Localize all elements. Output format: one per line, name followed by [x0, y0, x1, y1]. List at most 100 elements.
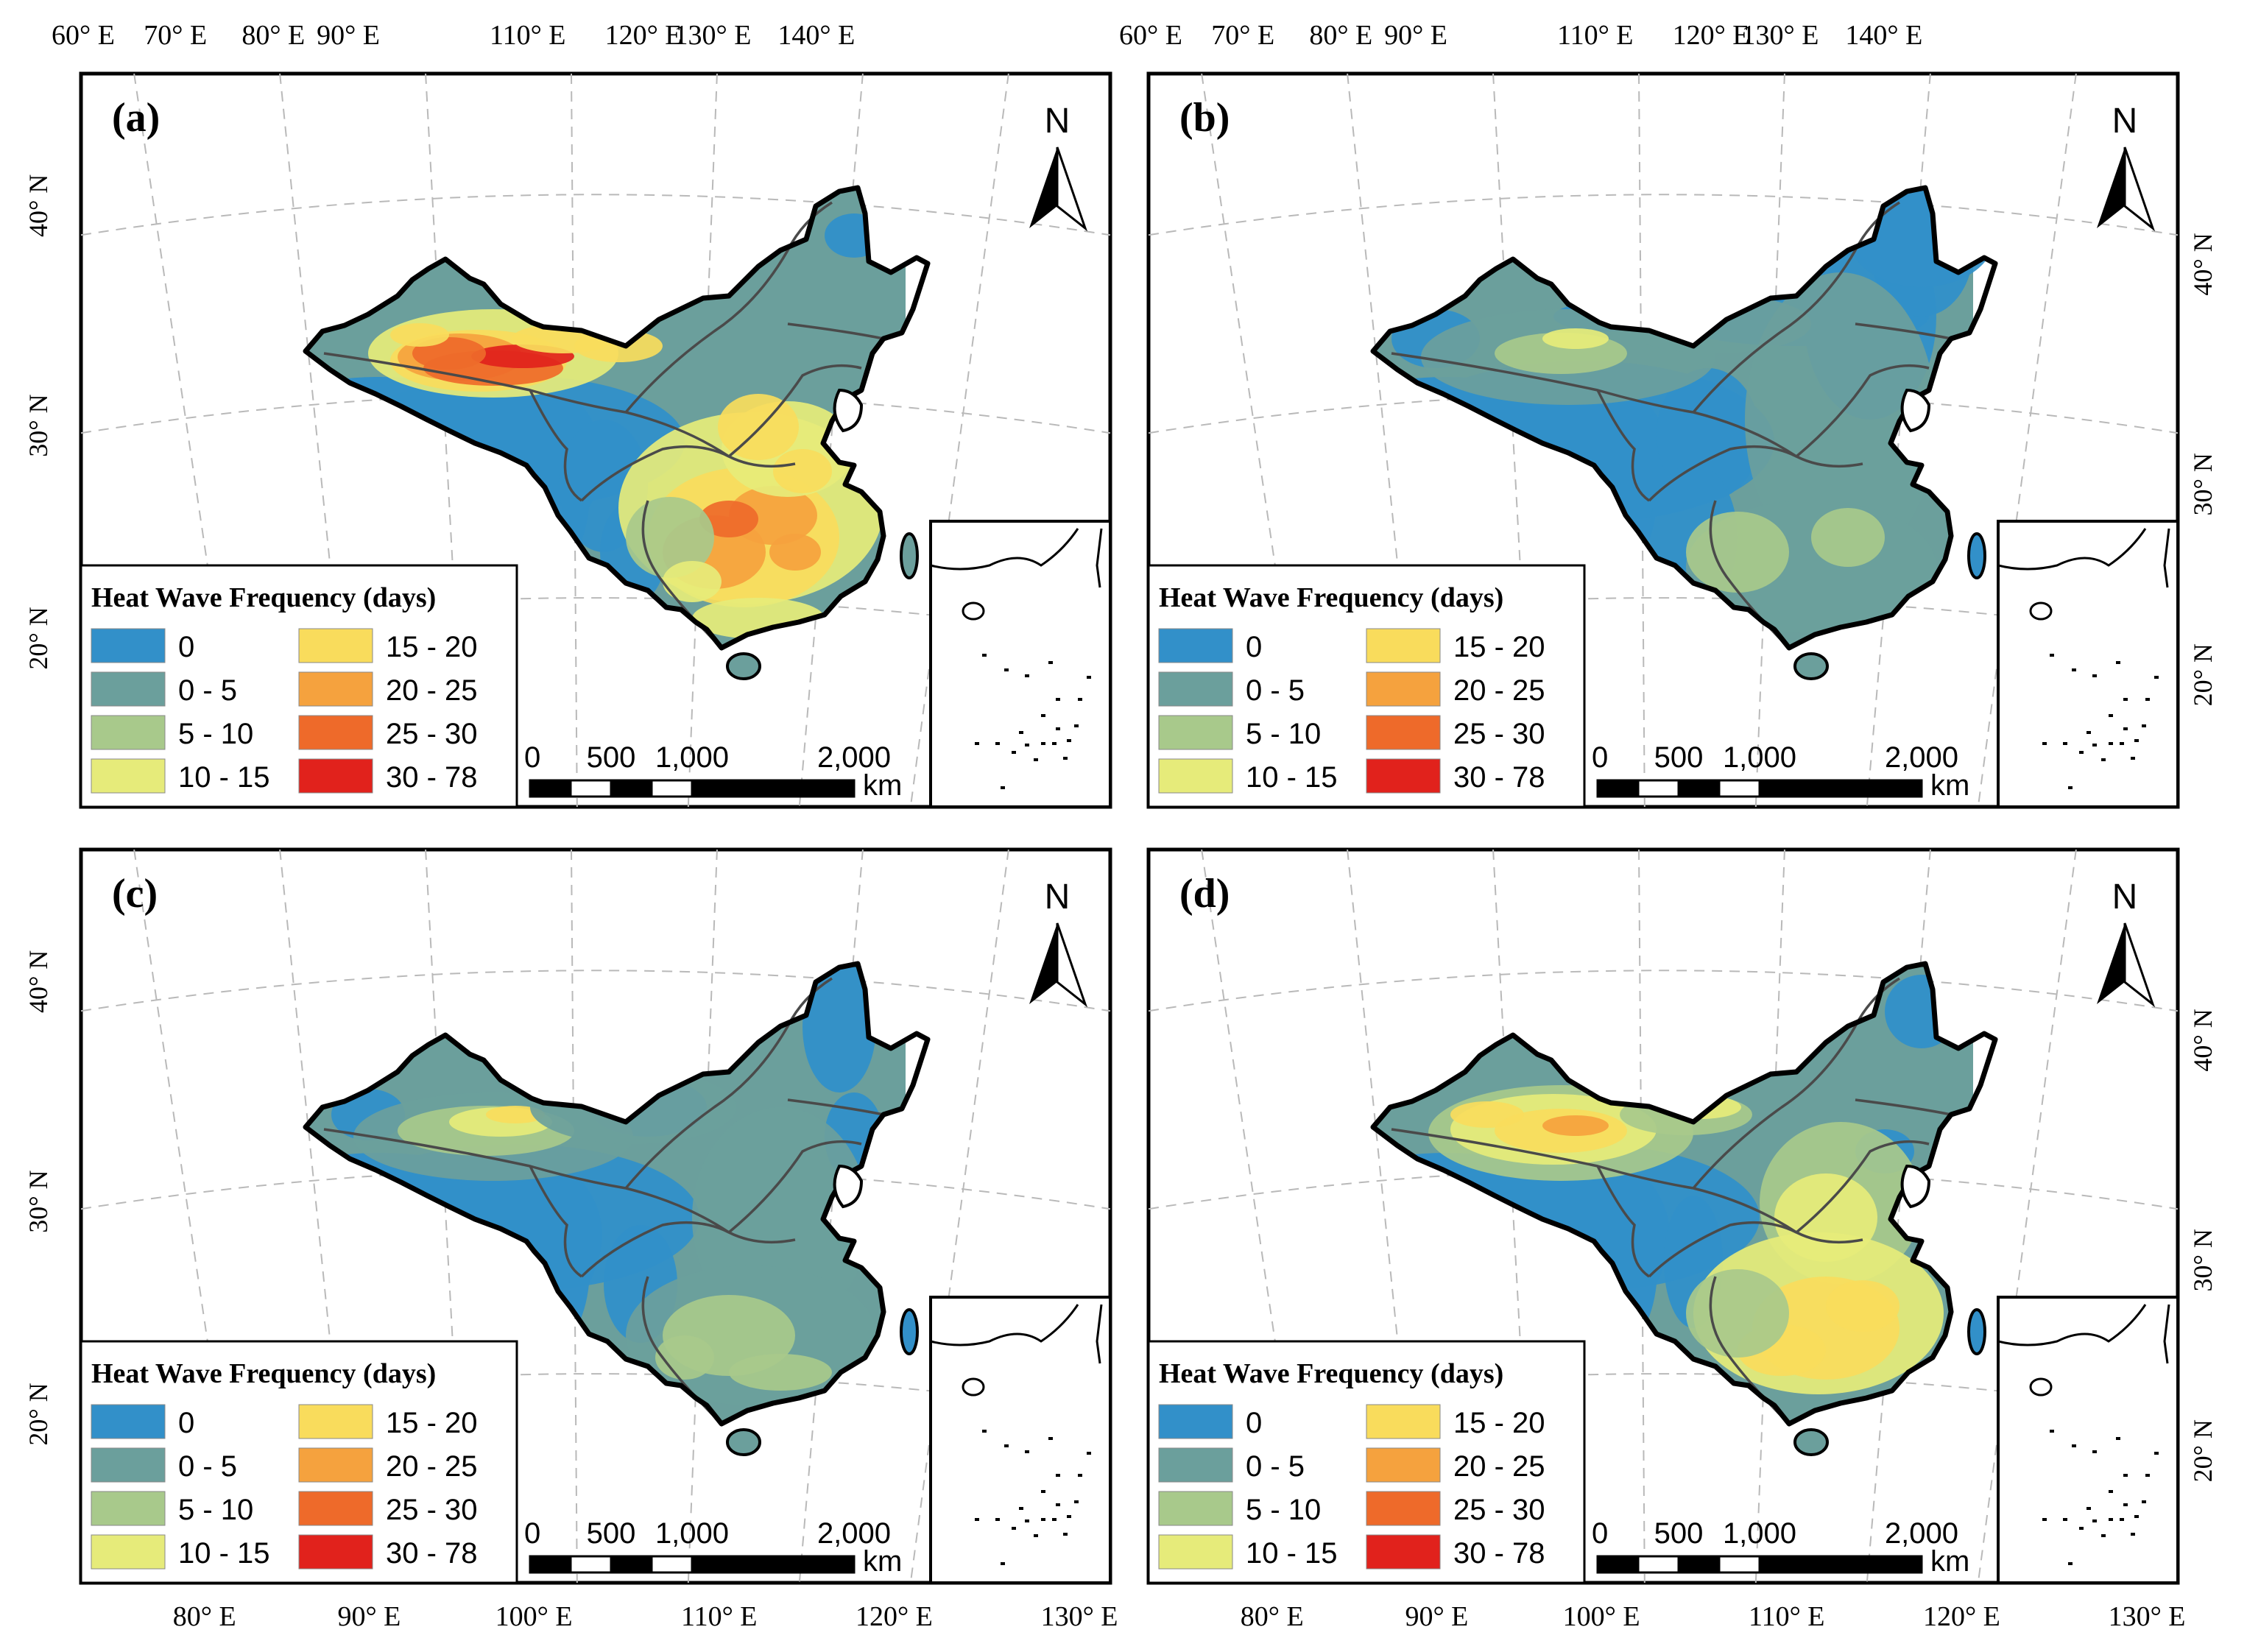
scale-segment [569, 1555, 613, 1574]
inset-coastline [930, 1304, 1079, 1346]
legend-label: 15 - 20 [1453, 1407, 1545, 1439]
legend-swatch [1158, 758, 1233, 794]
region-boundaries [1391, 201, 1952, 649]
left-lat-label: 30° N [24, 394, 53, 456]
top-lon-label: 140° E [777, 20, 855, 51]
boundary-line [1795, 1140, 1930, 1234]
boundary-line [787, 1098, 884, 1116]
right-lat-label: 30° N [2188, 453, 2218, 515]
legend-label: 0 [178, 631, 194, 663]
legend-swatch [91, 1447, 166, 1483]
frequency-patch [1811, 508, 1885, 567]
taiwan-island [900, 532, 919, 579]
top-lon-label: 90° E [317, 20, 380, 51]
scale-label: 500 [587, 1517, 636, 1550]
hainan-island [726, 1428, 761, 1456]
legend-label: 15 - 20 [386, 631, 478, 663]
scale-unit: km [863, 1545, 902, 1578]
legend-title: Heat Wave Frequency (days) [1159, 582, 1503, 613]
legend-label: 10 - 15 [178, 761, 270, 794]
panel-label: (c) [112, 871, 158, 917]
inset-island [995, 742, 1000, 745]
bottom-lon-label: 130° E [1041, 1601, 1118, 1632]
legend-label: 15 - 20 [386, 1407, 478, 1439]
top-lon-label: 120° E [605, 20, 682, 51]
legend-swatch [1366, 1447, 1441, 1483]
inset-island [2092, 744, 2097, 746]
inset-map [1997, 1296, 2179, 1584]
inset-island [1056, 1503, 1060, 1506]
boundary-line [323, 352, 627, 414]
hainan-island [1793, 652, 1829, 680]
legend-swatch [1366, 1404, 1441, 1439]
legend-label: 25 - 30 [386, 1494, 478, 1526]
boundary-line [580, 445, 730, 502]
north-arrow-right [2123, 147, 2156, 232]
legend-swatch [1158, 1404, 1233, 1439]
legend-swatch [298, 715, 373, 750]
frequency-patch [1826, 1280, 1899, 1332]
legend-title: Heat Wave Frequency (days) [91, 582, 436, 613]
scale-segment [1718, 1555, 1761, 1574]
scale-label: 1,000 [655, 741, 729, 774]
scale-unit: km [863, 769, 902, 802]
scale-segment [691, 1555, 856, 1574]
frequency-patch [663, 561, 722, 602]
inset-island [1063, 1533, 1068, 1536]
legend-label: 30 - 78 [1453, 1537, 1545, 1570]
inset-island [1067, 739, 1071, 742]
scale-segment [1637, 779, 1680, 798]
scale-label: 0 [524, 741, 540, 774]
north-label: N [1045, 102, 1070, 141]
inset-island [2134, 1515, 2139, 1518]
top-lon-label: 60° E [52, 20, 115, 51]
boundary-line [529, 1165, 583, 1278]
scale-segment [1637, 1555, 1680, 1574]
right-lat-label: 40° N [2188, 233, 2218, 295]
inset-island [1067, 1515, 1071, 1518]
bottom-lon-label: 80° E [173, 1601, 236, 1632]
taiwan-island [1967, 1308, 1986, 1355]
region-boundaries [1391, 977, 1952, 1425]
boundary-line [323, 1128, 627, 1190]
legend-label: 0 [178, 1407, 194, 1439]
inset-island [1041, 1518, 1045, 1521]
boundary-line [1648, 1221, 1797, 1278]
scale-segment [1718, 779, 1761, 798]
legend-label: 5 - 10 [1246, 1494, 1321, 1526]
boundary-line [1795, 364, 1930, 458]
bohai-sea [833, 1164, 864, 1209]
scale-segment [1677, 1555, 1721, 1574]
legend-label: 30 - 78 [386, 1537, 478, 1570]
inset-east-coast [2163, 528, 2170, 588]
legend-label: 0 - 5 [178, 1450, 237, 1483]
inset-island [1052, 1518, 1057, 1521]
boundary-line [1391, 1128, 1694, 1190]
legend-label: 10 - 15 [1246, 1537, 1338, 1570]
scale-label: 2,000 [1885, 741, 1958, 774]
inset-island [1012, 751, 1016, 754]
north-label: N [2112, 878, 2138, 917]
legend-label: 5 - 10 [178, 1494, 253, 1526]
inset-island [2063, 742, 2067, 745]
inset-map [929, 1296, 1112, 1584]
legend-swatch [298, 671, 373, 707]
inset-island [2116, 1437, 2120, 1440]
parallel-line [80, 970, 1111, 1012]
top-lon-label: 90° E [1384, 20, 1447, 51]
bohai-sea [1900, 388, 1931, 433]
boundary-line [727, 1140, 862, 1234]
bottom-lon-label: 130° E [2109, 1601, 2186, 1632]
left-lat-label: 40° N [24, 950, 53, 1013]
inset-island [1025, 1450, 1029, 1453]
north-arrow-left [2097, 923, 2125, 1004]
scale-segment [691, 779, 856, 798]
inset-frame [1997, 1296, 2179, 1584]
inset-coastline [1997, 1304, 2147, 1346]
inset-island [2123, 727, 2128, 730]
inset-island [2068, 786, 2073, 789]
inset-island [1074, 1500, 1079, 1503]
legend: Heat Wave Frequency (days) 0 0 - 5 5 - 10 10… [1147, 1340, 1586, 1584]
inset-island [1004, 668, 1009, 671]
